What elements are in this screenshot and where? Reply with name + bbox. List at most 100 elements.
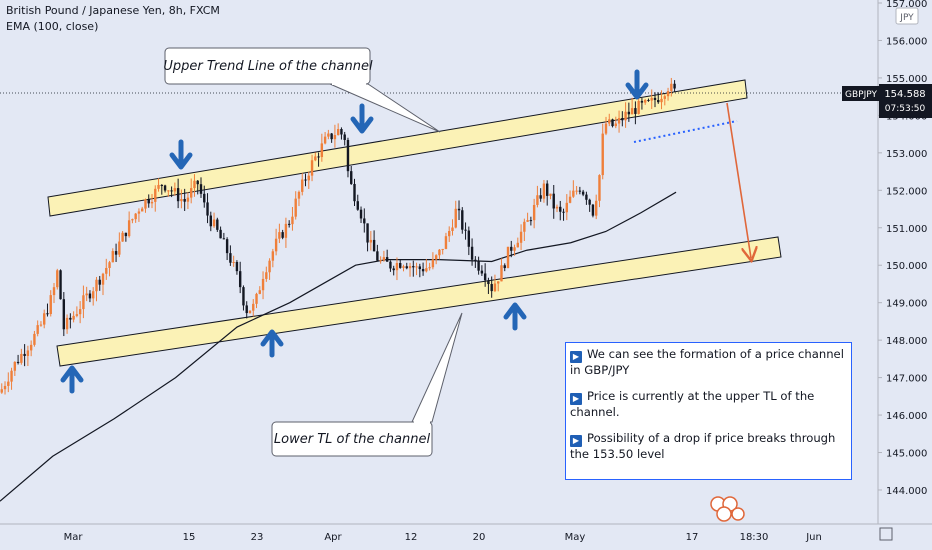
candle-body bbox=[555, 206, 559, 209]
candle-body bbox=[189, 188, 193, 198]
candle-body bbox=[663, 96, 666, 99]
candle-body bbox=[363, 218, 366, 224]
candle-body bbox=[49, 295, 52, 315]
candle-body bbox=[268, 260, 271, 273]
candle-body bbox=[350, 171, 353, 184]
candle-body bbox=[92, 291, 95, 299]
candle-body bbox=[105, 267, 108, 274]
candle-body bbox=[78, 309, 82, 315]
candle-body bbox=[301, 179, 304, 192]
candle-body bbox=[180, 199, 183, 202]
candle-body bbox=[252, 303, 255, 311]
candle-body bbox=[314, 156, 317, 161]
candle-body bbox=[137, 211, 141, 214]
candle-body bbox=[461, 210, 464, 230]
candle-body bbox=[199, 184, 203, 194]
candle-body bbox=[225, 239, 229, 254]
candle-body bbox=[291, 216, 294, 225]
note-text: We can see the formation of a price chan… bbox=[570, 347, 844, 377]
candle-body bbox=[127, 220, 131, 237]
candle-body bbox=[425, 268, 428, 272]
candle-body bbox=[637, 100, 640, 114]
up-arrow-icon bbox=[60, 365, 84, 394]
candle-body bbox=[167, 190, 170, 192]
candle-body bbox=[39, 324, 43, 326]
candle-body bbox=[441, 248, 444, 250]
candle-body bbox=[336, 129, 340, 136]
candle-body bbox=[650, 97, 653, 101]
candle-body bbox=[457, 208, 461, 211]
candle-body bbox=[395, 263, 399, 271]
candle-body bbox=[62, 299, 66, 330]
candle-body bbox=[141, 208, 144, 212]
candle-body bbox=[666, 91, 670, 97]
time-tick: 12 bbox=[405, 532, 418, 543]
candle-body bbox=[428, 267, 431, 269]
candle-body bbox=[75, 314, 79, 316]
candle-body bbox=[310, 160, 314, 176]
candle-body bbox=[274, 238, 278, 252]
play-icon: ▶ bbox=[570, 435, 582, 447]
candle-body bbox=[399, 263, 402, 268]
candle-body bbox=[673, 83, 676, 89]
candle-body bbox=[261, 278, 265, 291]
candle-body bbox=[216, 219, 219, 230]
candle-body bbox=[271, 251, 275, 261]
candle-body bbox=[65, 317, 69, 330]
time-tick: May bbox=[565, 532, 586, 543]
candle-body bbox=[640, 100, 644, 103]
candle-body bbox=[444, 236, 448, 249]
candle-body bbox=[36, 325, 39, 334]
candle-body bbox=[529, 220, 533, 222]
price-tick-label: 146.000 bbox=[886, 411, 927, 422]
ema-series bbox=[0, 191, 677, 502]
candle-body bbox=[297, 191, 301, 199]
time-tick: 17 bbox=[686, 532, 699, 543]
candle-body bbox=[353, 183, 356, 202]
candle-body bbox=[565, 202, 569, 213]
note-text: Possibility of a drop if price breaks th… bbox=[570, 431, 836, 461]
candle-body bbox=[617, 118, 621, 124]
candle-body bbox=[150, 201, 154, 204]
candle-body bbox=[608, 119, 611, 124]
candle-body bbox=[379, 260, 382, 262]
time-tick: Jun bbox=[805, 532, 822, 543]
candle-body bbox=[294, 198, 297, 217]
symbol-tag-bg bbox=[842, 86, 880, 101]
candle-body bbox=[320, 143, 324, 158]
candle-body bbox=[604, 123, 608, 134]
candle-body bbox=[513, 247, 516, 251]
candle-body bbox=[72, 315, 75, 320]
candle-body bbox=[376, 251, 379, 261]
candle-body bbox=[412, 266, 415, 268]
price-tick-label: 152.000 bbox=[886, 186, 927, 197]
candle-body bbox=[487, 280, 490, 285]
candle-body bbox=[85, 293, 88, 296]
candle-body bbox=[402, 266, 405, 268]
candle-body bbox=[59, 270, 62, 300]
events-icon bbox=[710, 496, 745, 522]
candle-body bbox=[500, 265, 503, 282]
candle-body bbox=[209, 215, 212, 227]
candle-body bbox=[359, 209, 363, 219]
candle-body bbox=[585, 194, 588, 200]
candle-body bbox=[490, 284, 493, 292]
candle-body bbox=[101, 273, 105, 285]
up-arrow-icon bbox=[503, 302, 527, 331]
candle-body bbox=[372, 239, 376, 252]
note-item: ▶ We can see the formation of a price cha… bbox=[570, 347, 847, 378]
lower-callout: Lower TL of the channel bbox=[271, 312, 463, 457]
candle-body bbox=[114, 251, 118, 255]
candle-body bbox=[389, 261, 392, 269]
time-tick: 23 bbox=[251, 532, 264, 543]
candle-body bbox=[82, 295, 85, 310]
candle-body bbox=[519, 231, 523, 243]
candle-body bbox=[366, 223, 369, 243]
last-price-tag-bg bbox=[879, 84, 932, 118]
candle-body bbox=[248, 310, 252, 314]
candle-body bbox=[546, 183, 549, 196]
candle-body bbox=[340, 129, 343, 135]
candle-body bbox=[506, 246, 510, 269]
price-tick-label: 144.000 bbox=[886, 486, 927, 497]
